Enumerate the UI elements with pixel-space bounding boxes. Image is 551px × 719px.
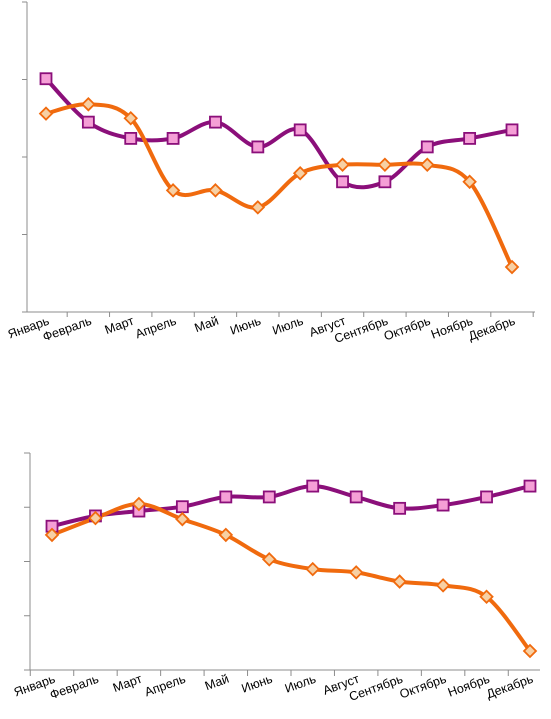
square-marker bbox=[505, 123, 519, 137]
x-tick-label: Октябрь bbox=[382, 314, 432, 344]
diamond-marker bbox=[123, 110, 139, 126]
x-tick-label: Апрель bbox=[143, 672, 188, 700]
x-tick-label: Октябрь bbox=[398, 672, 448, 702]
diamond-marker bbox=[419, 157, 435, 173]
series-line-1 bbox=[44, 76, 514, 190]
diamond-marker bbox=[392, 574, 407, 589]
x-tick-label: Апрель bbox=[133, 314, 178, 342]
square-marker bbox=[480, 490, 493, 504]
square-marker bbox=[463, 131, 477, 145]
series-line-2 bbox=[50, 501, 532, 653]
x-tick-label: Март bbox=[111, 672, 144, 695]
diamond-marker bbox=[479, 589, 494, 605]
square-marker bbox=[209, 115, 222, 129]
square-marker bbox=[336, 175, 349, 189]
x-tick-label: Декабрь bbox=[484, 672, 535, 702]
diamond-marker bbox=[261, 552, 277, 567]
x-tick-label: Ноябрь bbox=[429, 314, 475, 342]
diamond-marker bbox=[522, 643, 538, 659]
square-marker bbox=[175, 500, 189, 514]
x-tick-label: Декабрь bbox=[466, 314, 517, 344]
series-line-2 bbox=[44, 102, 514, 270]
diamond-marker bbox=[462, 174, 477, 190]
square-marker bbox=[262, 490, 276, 504]
square-marker bbox=[293, 123, 307, 137]
diamond-marker bbox=[131, 496, 147, 512]
diamond-marker bbox=[292, 166, 308, 181]
square-marker bbox=[349, 490, 363, 504]
square-marker bbox=[124, 131, 138, 145]
square-marker bbox=[166, 131, 180, 145]
x-tick-label: Июль bbox=[270, 314, 305, 338]
diamond-marker bbox=[44, 527, 60, 543]
x-tick-label: Июль bbox=[283, 672, 318, 696]
diamond-marker bbox=[218, 527, 234, 543]
square-marker bbox=[420, 140, 434, 154]
x-tick-label: Май bbox=[203, 672, 231, 694]
square-marker bbox=[523, 479, 537, 493]
square-marker bbox=[306, 479, 320, 493]
x-tick-label: Ноябрь bbox=[446, 672, 492, 700]
diamond-marker bbox=[377, 157, 393, 173]
square-marker bbox=[219, 490, 233, 504]
diamond-marker bbox=[88, 510, 103, 526]
x-tick-label: Февраль bbox=[41, 314, 94, 345]
square-marker bbox=[81, 115, 95, 129]
diamond-marker bbox=[81, 97, 96, 112]
diamond-marker bbox=[348, 565, 364, 580]
x-tick-label: Май bbox=[193, 314, 221, 336]
x-tick-label: Июнь bbox=[228, 314, 263, 338]
diamond-marker bbox=[335, 157, 350, 173]
square-marker bbox=[39, 72, 53, 86]
diamond-marker bbox=[305, 561, 321, 577]
square-marker bbox=[251, 140, 265, 154]
square-marker bbox=[393, 501, 407, 515]
diamond-marker bbox=[38, 106, 54, 121]
x-tick-label: Февраль bbox=[48, 672, 101, 703]
diamond-marker bbox=[165, 183, 181, 198]
diamond-marker bbox=[250, 200, 266, 215]
x-tick-label: Июнь bbox=[240, 672, 275, 696]
diamond-marker bbox=[435, 578, 451, 593]
diamond-marker bbox=[504, 259, 520, 275]
x-tick-label: Март bbox=[103, 314, 136, 337]
square-marker bbox=[436, 498, 450, 512]
square-marker bbox=[378, 175, 392, 189]
diamond-marker bbox=[175, 511, 190, 527]
diamond-marker bbox=[208, 183, 223, 198]
